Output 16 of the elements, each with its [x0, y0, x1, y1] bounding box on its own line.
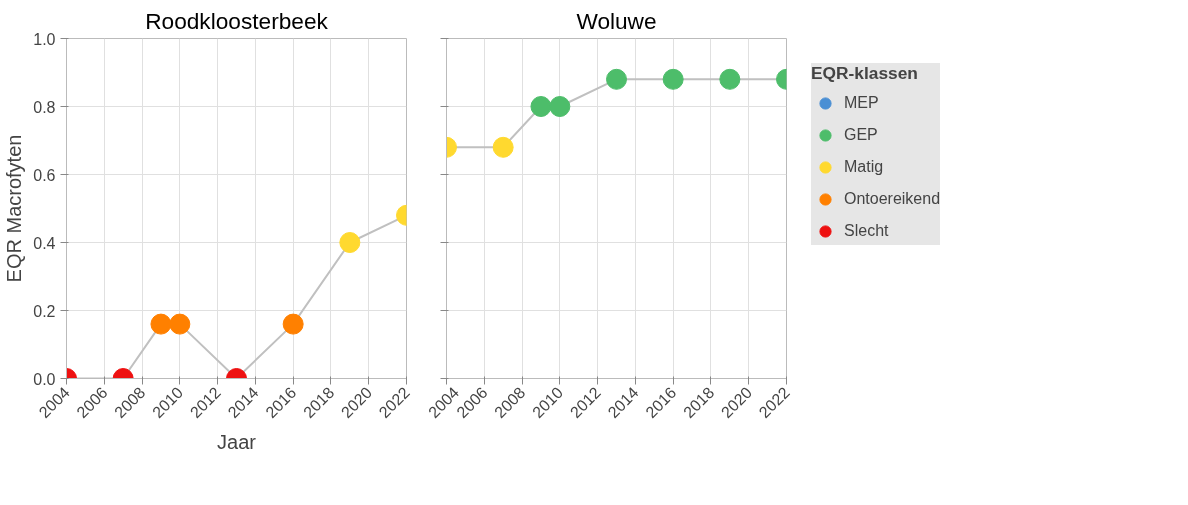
chart-title: Roodkloosterbeek [145, 7, 329, 34]
chart-title: Woluwe [576, 7, 657, 34]
y-tick-label: 0.4 [33, 234, 56, 252]
legend-title: EQR-klassen [811, 63, 919, 84]
legend-label: MEP [844, 94, 879, 112]
legend-label: Slecht [844, 222, 889, 240]
y-axis-title: EQR Macrofyten [3, 134, 26, 283]
y-tick-label: 1.0 [33, 30, 56, 48]
y-tick-label: 0.8 [33, 98, 56, 116]
legend-label: Matig [844, 158, 884, 176]
y-tick-label: 0.2 [33, 302, 56, 320]
y-tick-label: 0.6 [33, 166, 56, 184]
y-tick-label: 0.0 [33, 370, 56, 388]
x-axis-title: Jaar [217, 431, 257, 454]
legend-label: Ontoereikend [844, 190, 941, 208]
legend-label: GEP [844, 126, 878, 144]
